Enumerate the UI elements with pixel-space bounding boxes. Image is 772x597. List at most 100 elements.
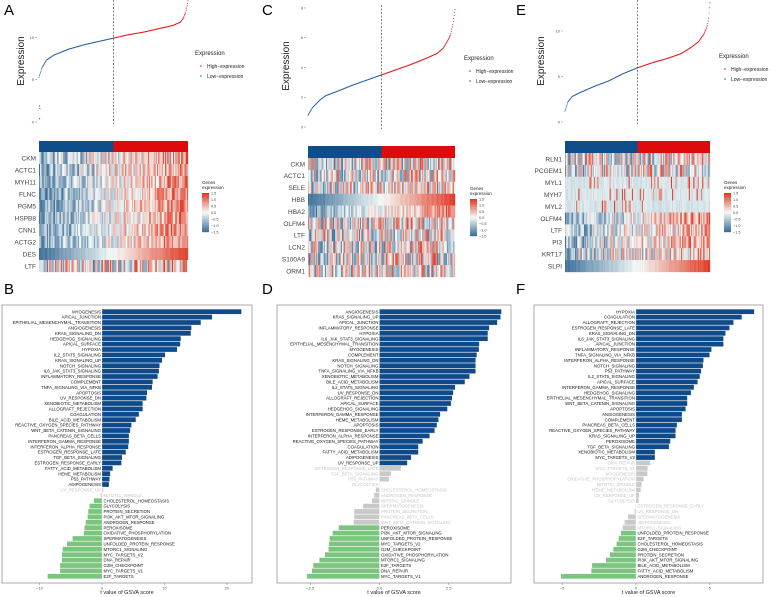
heatmap-cell xyxy=(64,212,66,225)
colorbar-segment xyxy=(202,221,209,224)
heatmap-cell xyxy=(630,224,633,237)
heatmap-cell xyxy=(142,164,144,177)
heatmap-cell xyxy=(39,176,41,189)
heatmap-cell xyxy=(323,158,326,171)
heatmap-cell xyxy=(95,164,97,177)
heatmap-cell xyxy=(676,164,678,177)
heatmap-cell xyxy=(619,188,621,201)
heatmap-cell xyxy=(122,200,124,213)
heatmap-cell xyxy=(321,205,323,218)
colorbar-segment xyxy=(202,220,209,222)
heatmap-cell xyxy=(591,236,594,249)
heatmap-cell xyxy=(132,188,135,201)
heatmap-cell xyxy=(588,200,590,213)
heatmap-cell xyxy=(158,200,160,213)
heatmap-cell xyxy=(432,205,434,218)
heatmap-cell xyxy=(390,217,392,230)
heatmap-cell xyxy=(329,169,331,182)
heatmap-cell xyxy=(106,200,108,213)
heatmap-cell xyxy=(445,241,448,254)
heatmap-cell xyxy=(355,265,357,278)
heatmap-cell xyxy=(123,152,126,165)
heatmap-cell xyxy=(417,169,419,182)
heatmap-cell xyxy=(440,265,442,278)
bar-pancreas-beta-cells xyxy=(102,433,129,439)
legend-title: Expression xyxy=(464,56,494,62)
heatmap-cell xyxy=(634,224,636,237)
heatmap-cell xyxy=(601,164,604,177)
heatmap-cell xyxy=(329,217,331,230)
heatmap-cell xyxy=(657,236,659,249)
heatmap-cell xyxy=(448,181,450,194)
heatmap-cell xyxy=(108,260,111,273)
heatmap-cell xyxy=(330,229,332,242)
heatmap-cell xyxy=(136,164,138,177)
heatmap-cell xyxy=(42,260,44,273)
heatmap-cell xyxy=(652,176,654,189)
heatmap-cell xyxy=(643,153,645,166)
heatmap-cell xyxy=(406,265,408,278)
heatmap-cell xyxy=(626,236,628,249)
heatmap-cell xyxy=(67,260,69,273)
heatmap-cell xyxy=(409,265,412,278)
bar-epithelial-mesenchymal-transition xyxy=(102,320,201,325)
heatmap-cell xyxy=(82,200,84,213)
heatmap-cell xyxy=(387,229,389,242)
heatmap-cell xyxy=(666,200,668,213)
heatmap-cell xyxy=(583,188,586,201)
heatmap-cell xyxy=(100,176,103,189)
heatmap-cell xyxy=(392,181,395,194)
heatmap-cell xyxy=(65,188,67,201)
heatmap-cell xyxy=(704,212,706,225)
heatmap-cell xyxy=(430,158,432,171)
heatmap-cell xyxy=(389,217,391,230)
heatmap-cell xyxy=(426,253,429,266)
heatmap-cell xyxy=(447,169,449,182)
heatmap-cell xyxy=(322,181,324,194)
heatmap-cell xyxy=(72,248,74,261)
low-expression-group-bar xyxy=(565,141,638,153)
heatmap-cell xyxy=(178,152,181,165)
heatmap-cell xyxy=(91,188,94,201)
heatmap-cell xyxy=(393,169,396,182)
heatmap-cell xyxy=(591,212,594,225)
heatmap-cell xyxy=(586,153,588,166)
heatmap-cell xyxy=(165,176,167,189)
heatmap-cell xyxy=(58,212,60,225)
low-expression-point xyxy=(566,104,568,106)
heatmap-cell xyxy=(91,200,94,213)
heatmap-cell xyxy=(396,253,398,266)
heatmap-cell xyxy=(573,200,576,213)
heatmap-cell xyxy=(644,200,646,213)
heatmap-cell xyxy=(98,212,100,225)
heatmap-cell xyxy=(392,217,395,230)
heatmap-cell xyxy=(53,212,56,225)
heatmap-cell xyxy=(72,188,74,201)
heatmap-cell xyxy=(660,176,663,189)
heatmap-cell xyxy=(326,241,328,254)
heatmap-cell xyxy=(617,176,619,189)
heatmap-cell xyxy=(71,188,73,201)
heatmap-cell xyxy=(615,212,617,225)
heatmap-cell xyxy=(327,217,329,230)
heatmap-cell xyxy=(354,193,356,206)
high-expression-point xyxy=(704,31,706,33)
heatmap-cell xyxy=(81,164,83,177)
heatmap-cell xyxy=(127,200,129,213)
heatmap-cell xyxy=(166,200,168,213)
heatmap-cell xyxy=(95,236,97,249)
heatmap-cell xyxy=(374,193,376,206)
heatmap-cell xyxy=(153,152,155,165)
heatmap-cell xyxy=(638,200,640,213)
heatmap-cell xyxy=(99,152,102,165)
heatmap-cell xyxy=(426,241,429,254)
heatmap-cell xyxy=(626,188,628,201)
heatmap-cell xyxy=(168,212,170,225)
heatmap-cell xyxy=(644,188,646,201)
y-tick-label: 10 xyxy=(556,28,561,33)
pathway-label: UNFOLDED_PROTEIN_RESPONSE xyxy=(381,536,453,541)
heatmap-cell xyxy=(181,248,183,261)
heatmap-cell xyxy=(682,164,684,177)
heatmap-cell xyxy=(311,193,313,206)
heatmap-cell xyxy=(595,212,597,225)
